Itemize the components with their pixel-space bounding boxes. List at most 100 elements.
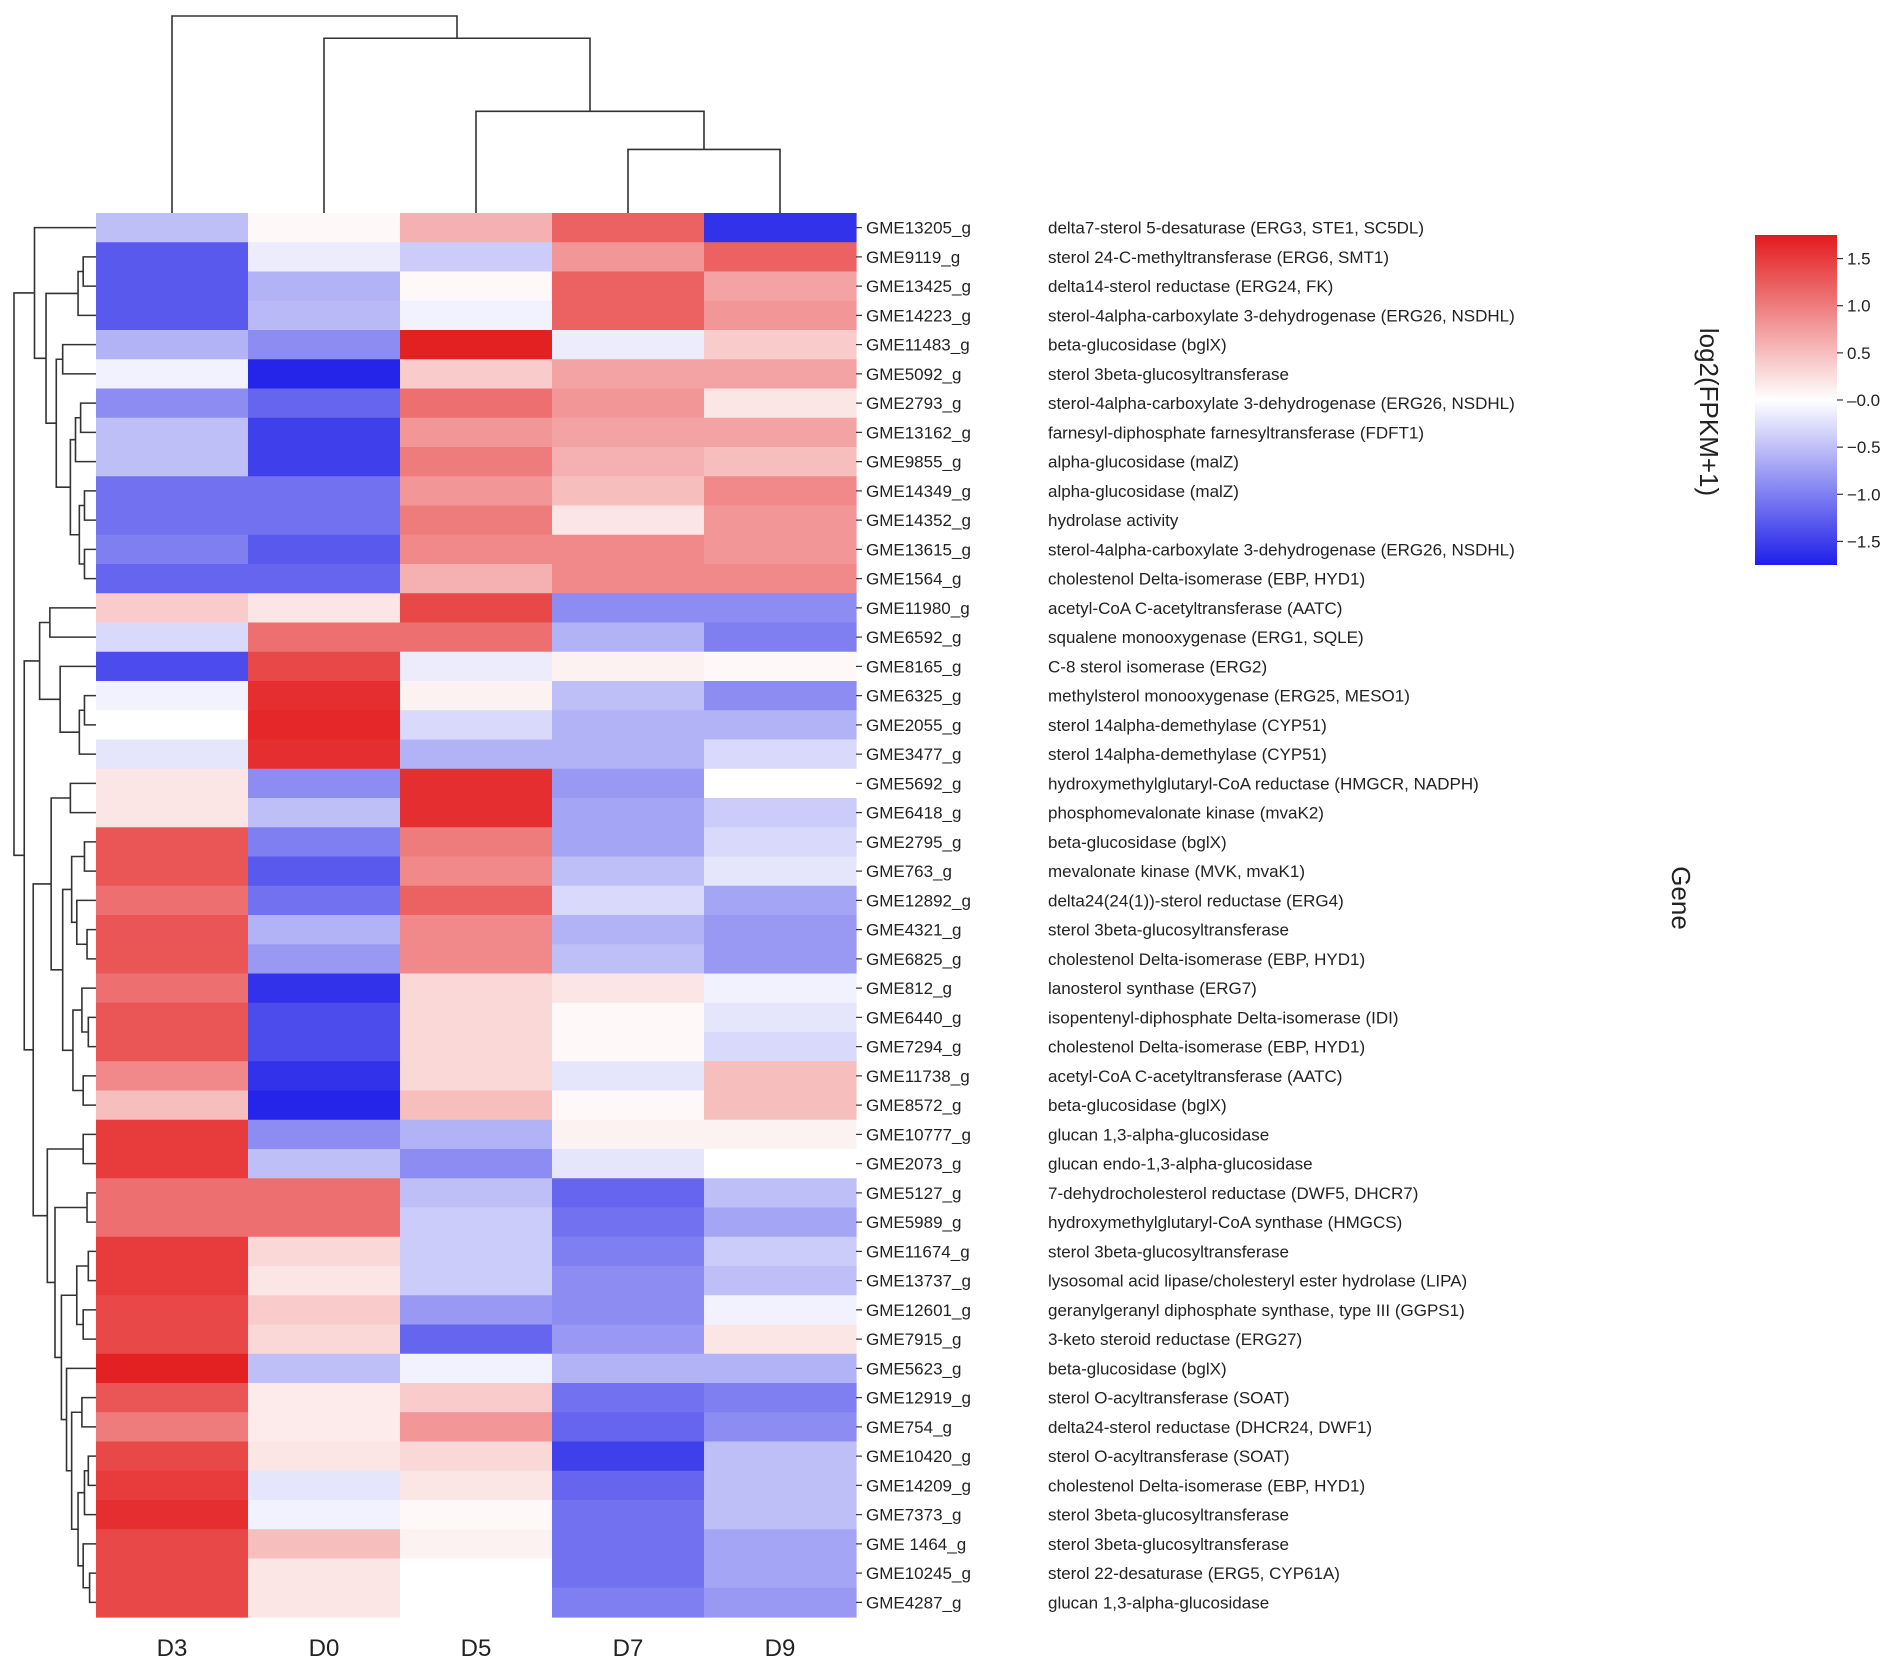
heatmap-cell <box>552 1090 705 1121</box>
gene-id-label: GME13162_g <box>866 423 971 442</box>
heatmap-cell <box>400 856 553 887</box>
dendrogram-branch <box>83 841 96 872</box>
heatmap-cell <box>96 1149 249 1179</box>
gene-id-label: GME5092_g <box>866 365 961 384</box>
heatmap-cell <box>552 593 705 624</box>
heatmap-cell <box>704 710 857 741</box>
gene-description-label: beta-glucosidase (bglX) <box>1048 1096 1227 1115</box>
gene-id-label: GME10420_g <box>866 1447 971 1466</box>
heatmap-cell <box>704 739 857 770</box>
gene-id-label: GME6825_g <box>866 950 961 969</box>
gene-description-label: sterol 3beta-glucosyltransferase <box>1048 1242 1289 1261</box>
dendrogram-branch <box>75 899 96 946</box>
heatmap-cell <box>704 476 857 507</box>
gene-id-label: GME13737_g <box>866 1272 971 1291</box>
dendrogram-branch <box>87 1250 96 1282</box>
heatmap-cell <box>248 505 401 536</box>
heatmap-cell <box>400 417 553 448</box>
colorbar <box>1755 235 1837 565</box>
heatmap-cell <box>704 1149 857 1179</box>
heatmap-cell <box>552 1529 705 1560</box>
heatmap-cell <box>552 768 705 799</box>
dendrogram-branch <box>69 782 96 814</box>
heatmap-cell <box>704 330 857 360</box>
heatmap-cell <box>704 681 857 711</box>
heatmap-cell <box>704 622 857 653</box>
heatmap-cell <box>704 1207 857 1238</box>
heatmap-cell <box>704 242 857 273</box>
heatmap-cell <box>552 1441 705 1472</box>
heatmap-cell <box>400 710 553 741</box>
gene-description-label: sterol-4alpha-carboxylate 3-dehydrogenas… <box>1048 306 1515 325</box>
gene-description-label: hydroxymethylglutaryl-CoA reductase (HMG… <box>1048 774 1479 793</box>
heatmap-cell <box>96 534 249 565</box>
gene-description-label: beta-glucosidase (bglX) <box>1048 1359 1227 1378</box>
dendrogram-branch <box>86 1192 96 1223</box>
heatmap-cell <box>704 798 857 828</box>
heatmap-cell <box>552 1558 705 1589</box>
gene-description-label: sterol O-acyltransferase (SOAT) <box>1048 1389 1290 1408</box>
gene-id-label: GME8572_g <box>866 1096 961 1115</box>
heatmap-cell <box>400 213 553 243</box>
heatmap-cell <box>552 1383 705 1413</box>
gene-id-label: GME11980_g <box>866 599 970 618</box>
gene-id-label: GME7373_g <box>866 1506 961 1525</box>
heatmap-cell <box>552 213 705 243</box>
heatmap-cell <box>552 1587 705 1618</box>
heatmap-cell <box>96 593 249 624</box>
heatmap-cell <box>96 1500 249 1530</box>
heatmap-cell <box>248 213 401 243</box>
heatmap-cell <box>552 1207 705 1238</box>
heatmap-cell <box>552 417 705 448</box>
heatmap-cell <box>552 973 705 1004</box>
dendrogram-branch <box>83 490 96 521</box>
colorbar-tick-label: 0.5 <box>1847 344 1871 363</box>
heatmap-cell <box>96 1002 249 1033</box>
gene-id-label: GME14352_g <box>866 511 971 530</box>
heatmap-cell <box>96 1412 249 1443</box>
heatmap-cell <box>704 359 857 390</box>
heatmap-cell <box>248 1412 401 1443</box>
gene-id-label: GME13205_g <box>866 219 971 238</box>
dendrogram-branch <box>75 1265 89 1326</box>
gene-id-label: GME4321_g <box>866 921 961 940</box>
heatmap-cell <box>248 1383 401 1413</box>
dendrogram-branch <box>78 709 96 755</box>
heatmap-cell <box>96 359 249 390</box>
heatmap-cell <box>248 915 401 945</box>
gene-id-label: GME13425_g <box>866 277 971 296</box>
heatmap-cell <box>248 1002 401 1033</box>
heatmap-cell <box>400 447 553 477</box>
gene-id-label: GME12601_g <box>866 1301 971 1320</box>
heatmap-cell <box>400 1587 553 1618</box>
dendrogram-branch <box>74 416 96 463</box>
heatmap-cell <box>400 1529 553 1560</box>
gene-id-label: GME7294_g <box>866 1038 961 1057</box>
colorbar-tick-label: 1.5 <box>1847 250 1871 269</box>
gene-description-label: delta14-sterol reductase (ERG24, FK) <box>1048 277 1333 296</box>
heatmap-cell <box>400 768 553 799</box>
heatmap-cell <box>400 476 553 507</box>
gene-id-label: GME5692_g <box>866 774 961 793</box>
dendrogram-branch <box>82 1075 96 1106</box>
heatmap-cell <box>248 856 401 887</box>
dendrogram-branch <box>32 883 52 1217</box>
heatmap-cell <box>248 798 401 828</box>
heatmap-cell <box>96 300 249 331</box>
heatmap-cell <box>704 593 857 624</box>
gene-description-label: sterol 3beta-glucosyltransferase <box>1048 1535 1289 1554</box>
heatmap-cell <box>552 330 705 360</box>
gene-id-label: GME4287_g <box>866 1593 961 1612</box>
heatmap-cell <box>96 651 249 682</box>
gene-description-label: sterol-4alpha-carboxylate 3-dehydrogenas… <box>1048 394 1515 413</box>
heatmap-cell <box>704 1002 857 1033</box>
gene-description-label: delta7-sterol 5-desaturase (ERG3, STE1, … <box>1048 219 1424 238</box>
heatmap-cell <box>400 1119 553 1150</box>
heatmap-cell <box>552 271 705 302</box>
heatmap-cell <box>704 651 857 682</box>
heatmap-cell <box>248 710 401 741</box>
heatmap-cell <box>96 1266 249 1296</box>
gene-description-label: cholestenol Delta-isomerase (EBP, HYD1) <box>1048 570 1365 589</box>
dendrogram-branch <box>83 1469 96 1516</box>
colorbar-tick-label: 1.0 <box>1847 297 1871 316</box>
